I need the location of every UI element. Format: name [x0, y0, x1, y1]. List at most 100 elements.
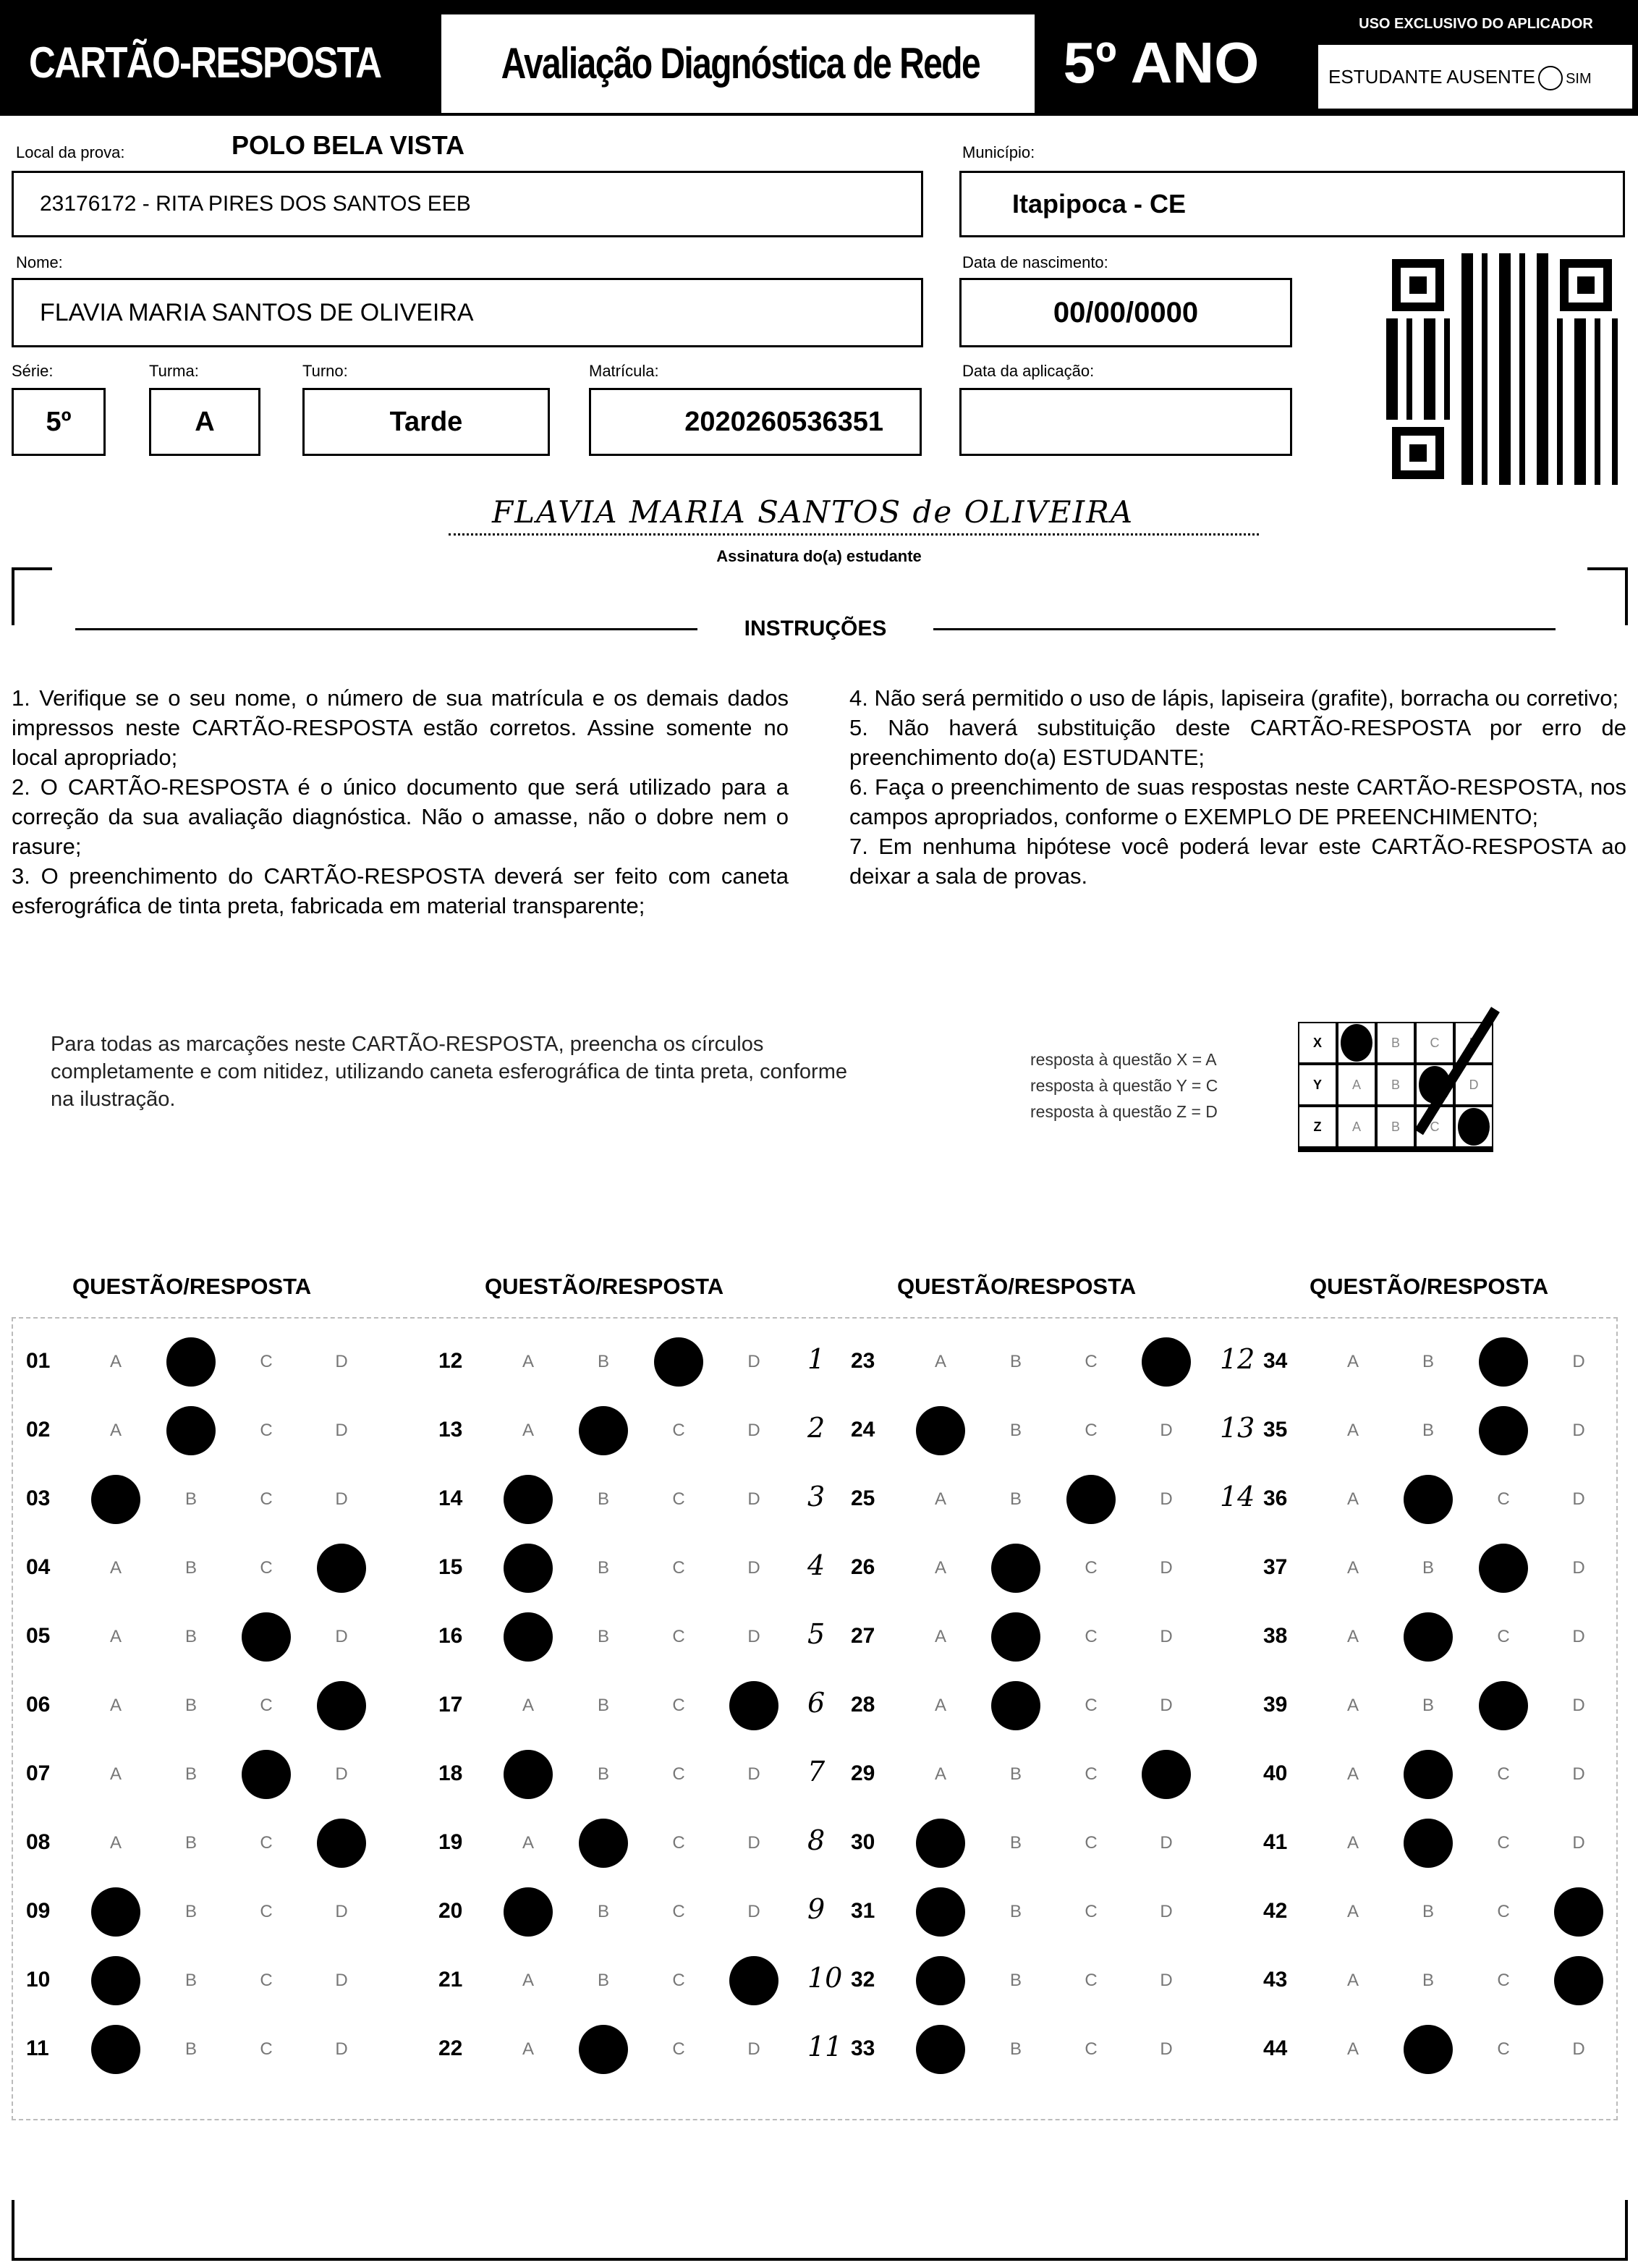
answer-bubble-filled[interactable] [166, 1406, 216, 1455]
answer-bubble-filled[interactable] [916, 1819, 965, 1868]
answer-bubble[interactable]: B [1009, 1971, 1022, 1990]
answer-bubble[interactable]: A [1346, 1971, 1359, 1990]
answer-bubble-filled[interactable] [1479, 1681, 1528, 1730]
answer-bubble[interactable]: B [184, 1489, 197, 1509]
answer-bubble[interactable]: A [109, 1627, 122, 1646]
answer-bubble[interactable]: A [934, 1627, 946, 1646]
answer-bubble[interactable]: D [1160, 1558, 1173, 1578]
answer-bubble[interactable]: D [747, 1902, 760, 1921]
answer-bubble[interactable]: D [1572, 1627, 1585, 1646]
answer-bubble[interactable]: A [934, 1696, 946, 1715]
answer-bubble[interactable]: B [184, 1558, 197, 1578]
answer-bubble-filled[interactable] [1479, 1406, 1528, 1455]
answer-bubble[interactable]: C [260, 1421, 273, 1440]
answer-bubble[interactable]: C [1497, 1764, 1510, 1784]
answer-bubble[interactable]: B [1422, 1421, 1434, 1440]
answer-bubble[interactable]: A [109, 1833, 122, 1853]
answer-bubble[interactable]: C [672, 1764, 685, 1784]
answer-bubble[interactable]: A [1346, 1902, 1359, 1921]
answer-bubble[interactable]: D [335, 1421, 348, 1440]
answer-bubble-filled[interactable] [1404, 1750, 1453, 1799]
answer-bubble[interactable]: A [1346, 1764, 1359, 1784]
answer-bubble[interactable]: D [747, 1627, 760, 1646]
answer-bubble[interactable]: D [747, 1421, 760, 1440]
answer-bubble[interactable]: D [335, 1971, 348, 1990]
answer-bubble-filled[interactable] [1479, 1337, 1528, 1387]
answer-bubble-filled[interactable] [166, 1337, 216, 1387]
answer-bubble-filled[interactable] [1142, 1750, 1191, 1799]
answer-bubble[interactable]: D [335, 1764, 348, 1784]
answer-bubble[interactable]: B [1009, 1764, 1022, 1784]
answer-bubble[interactable]: D [747, 1352, 760, 1371]
answer-bubble[interactable]: C [672, 1489, 685, 1509]
answer-bubble[interactable]: B [1009, 1902, 1022, 1921]
answer-bubble[interactable]: C [672, 1558, 685, 1578]
answer-bubble[interactable]: A [522, 1833, 534, 1853]
answer-bubble[interactable]: D [747, 1764, 760, 1784]
answer-bubble[interactable]: B [184, 2039, 197, 2059]
answer-bubble[interactable]: D [1160, 2039, 1173, 2059]
answer-bubble[interactable]: A [522, 2039, 534, 2059]
answer-bubble[interactable]: D [1160, 1902, 1173, 1921]
answer-bubble[interactable]: A [1346, 1489, 1359, 1509]
answer-bubble-filled[interactable] [1142, 1337, 1191, 1387]
answer-bubble-filled[interactable] [916, 2025, 965, 2074]
answer-bubble-filled[interactable] [916, 1956, 965, 2005]
answer-bubble[interactable]: A [109, 1696, 122, 1715]
answer-bubble[interactable]: B [597, 1558, 609, 1578]
answer-bubble[interactable]: A [1346, 1352, 1359, 1371]
answer-bubble-filled[interactable] [242, 1750, 291, 1799]
answer-bubble-filled[interactable] [91, 2025, 140, 2074]
answer-bubble-filled[interactable] [729, 1956, 778, 2005]
answer-bubble[interactable]: B [1422, 1902, 1434, 1921]
answer-bubble-filled[interactable] [916, 1406, 965, 1455]
answer-bubble[interactable]: A [522, 1352, 534, 1371]
answer-bubble[interactable]: A [109, 1764, 122, 1784]
answer-bubble[interactable]: C [672, 2039, 685, 2059]
answer-bubble[interactable]: A [109, 1352, 122, 1371]
absent-radio[interactable] [1538, 66, 1563, 91]
answer-bubble[interactable]: C [672, 1833, 685, 1853]
answer-bubble[interactable]: C [260, 1833, 273, 1853]
answer-bubble[interactable]: C [260, 1696, 273, 1715]
answer-bubble[interactable]: B [1422, 1352, 1434, 1371]
answer-bubble[interactable]: B [1009, 1421, 1022, 1440]
answer-bubble[interactable]: D [747, 1833, 760, 1853]
answer-bubble[interactable]: C [260, 2039, 273, 2059]
answer-bubble-filled[interactable] [1066, 1475, 1116, 1524]
answer-bubble[interactable]: B [597, 1902, 609, 1921]
answer-bubble[interactable]: A [1346, 1558, 1359, 1578]
answer-bubble[interactable]: A [1346, 1833, 1359, 1853]
answer-bubble-filled[interactable] [991, 1681, 1040, 1730]
answer-bubble[interactable]: B [1009, 1352, 1022, 1371]
answer-bubble[interactable]: D [1572, 1352, 1585, 1371]
answer-bubble[interactable]: C [1497, 1902, 1510, 1921]
answer-bubble-filled[interactable] [1404, 1819, 1453, 1868]
answer-bubble[interactable]: D [335, 1902, 348, 1921]
answer-bubble[interactable]: B [597, 1764, 609, 1784]
answer-bubble[interactable]: C [1497, 1833, 1510, 1853]
answer-bubble[interactable]: B [1422, 1558, 1434, 1578]
answer-bubble-filled[interactable] [579, 2025, 628, 2074]
answer-bubble-filled[interactable] [1404, 2025, 1453, 2074]
answer-bubble-filled[interactable] [91, 1956, 140, 2005]
answer-bubble[interactable]: A [934, 1558, 946, 1578]
answer-bubble[interactable]: C [672, 1627, 685, 1646]
answer-bubble[interactable]: C [1085, 1971, 1098, 1990]
answer-bubble[interactable]: B [597, 1627, 609, 1646]
answer-bubble-filled[interactable] [1554, 1956, 1603, 2005]
answer-bubble[interactable]: B [1009, 1833, 1022, 1853]
answer-bubble[interactable]: C [260, 1902, 273, 1921]
answer-bubble[interactable]: A [522, 1971, 534, 1990]
answer-bubble[interactable]: C [672, 1421, 685, 1440]
answer-bubble[interactable]: B [1422, 1696, 1434, 1715]
answer-bubble[interactable]: B [184, 1833, 197, 1853]
answer-bubble-filled[interactable] [504, 1612, 553, 1662]
answer-bubble-filled[interactable] [91, 1475, 140, 1524]
answer-bubble[interactable]: C [1085, 1833, 1098, 1853]
answer-bubble[interactable]: C [672, 1902, 685, 1921]
answer-bubble-filled[interactable] [1404, 1612, 1453, 1662]
answer-bubble[interactable]: C [1085, 1421, 1098, 1440]
answer-bubble[interactable]: D [335, 1352, 348, 1371]
answer-bubble[interactable]: B [1009, 1489, 1022, 1509]
